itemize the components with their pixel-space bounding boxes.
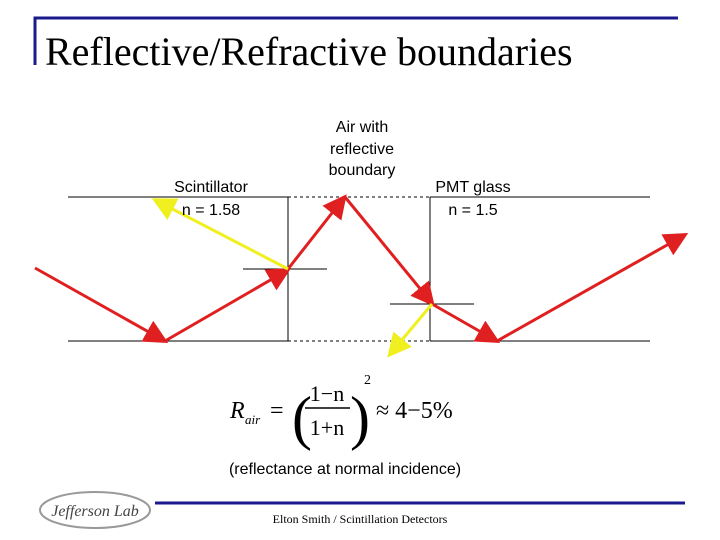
approx: ≈ 4−5% xyxy=(376,398,453,424)
label: boundary xyxy=(329,162,396,179)
label: Scintillator xyxy=(174,179,248,196)
label: reflective xyxy=(330,141,394,158)
boundaries xyxy=(68,196,650,342)
title: Reflective/Refractive boundaries xyxy=(45,29,573,74)
formula-eq: = xyxy=(270,398,284,424)
label: Air with xyxy=(336,119,388,136)
frame xyxy=(33,16,685,505)
logo-text: Jefferson Lab xyxy=(51,503,139,520)
formula-lhs: R xyxy=(229,398,245,424)
paren: ( xyxy=(292,385,312,451)
numerator: 1−n xyxy=(310,381,344,406)
label: n = 1.5 xyxy=(448,202,497,219)
rays xyxy=(34,194,689,358)
label: n = 1.58 xyxy=(182,202,240,219)
formula: R air = ( 1−n 1+n ) 2 ≈ 4−5% xyxy=(229,373,453,451)
logo: Jefferson Lab xyxy=(39,491,151,529)
exponent: 2 xyxy=(364,373,371,388)
label: PMT glass xyxy=(435,179,510,196)
paren: ) xyxy=(350,385,370,451)
formula-sub: air xyxy=(245,412,261,427)
footer: Elton Smith / Scintillation Detectors xyxy=(273,512,448,526)
denominator: 1+n xyxy=(310,415,344,440)
caption: (reflectance at normal incidence) xyxy=(229,461,461,478)
